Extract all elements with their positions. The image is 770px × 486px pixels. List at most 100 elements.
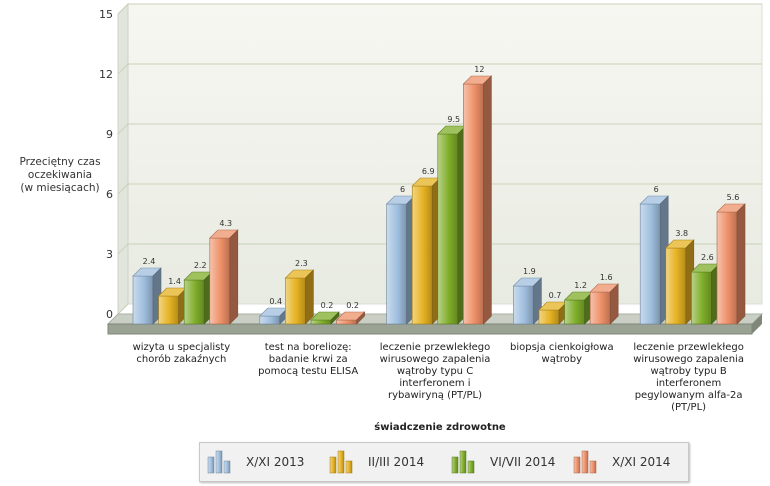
bar: [665, 239, 695, 325]
bar-front: [437, 133, 459, 325]
legend-mini-bar: [207, 456, 215, 474]
y-tick-label: 3: [106, 248, 113, 261]
bar: [437, 125, 467, 325]
bar-front: [564, 299, 585, 325]
legend-mini-bar: [589, 460, 597, 474]
bar-front: [691, 271, 712, 325]
x-tick-label: wizyta u specjalisty chorób zakaźnych: [117, 342, 245, 366]
legend-mini-bar: [223, 460, 231, 474]
legend-mini-bar: [459, 450, 467, 474]
legend-item[interactable]: II/III 2014: [328, 449, 424, 475]
data-label: 0.2: [321, 301, 334, 310]
bar-side: [229, 229, 239, 325]
legend-mini-bar: [337, 450, 345, 474]
x-tick-label-line: interferonem: [655, 378, 722, 389]
bar: [538, 301, 568, 325]
bar: [512, 277, 543, 325]
data-label: 6: [400, 185, 405, 194]
bar-front: [463, 83, 484, 325]
bar-side: [330, 311, 340, 325]
bar: [690, 263, 721, 325]
legend-swatch-icon: [329, 450, 353, 474]
x-tick-label: test na boreliozę: badanie krwi za pomocą …: [244, 342, 372, 378]
bar-front: [310, 319, 332, 325]
x-tick-label-line: chorób zakaźnych: [136, 354, 227, 365]
bar-front: [132, 275, 154, 325]
legend-label: X/XI 2013: [246, 455, 305, 469]
x-tick-label-line: badanie krwi za: [268, 354, 348, 365]
bar: [639, 195, 669, 325]
bars: [132, 75, 746, 325]
bar-front: [538, 309, 560, 325]
legend-mini-bar: [581, 450, 589, 474]
legend: X/XI 2013 II/III 2014 VI/VII 2014 X/XI 2…: [199, 442, 689, 482]
bar-side: [356, 311, 365, 325]
bar-front: [589, 291, 611, 325]
legend-item[interactable]: VI/VII 2014: [450, 449, 555, 475]
bar: [563, 291, 594, 325]
data-label: 2.2: [194, 261, 207, 270]
legend-item[interactable]: X/XI 2014: [572, 449, 670, 475]
legend-label: X/XI 2014: [612, 455, 671, 469]
bar-front: [259, 315, 281, 325]
grid-line: [117, 63, 129, 75]
data-label: 2.6: [701, 253, 714, 262]
x-tick-label-line: wirusowego zapalenia: [633, 354, 744, 365]
legend-item[interactable]: X/XI 2013: [206, 449, 304, 475]
x-tick-label-line: rybawiryną (PT/PL): [387, 390, 483, 401]
bar: [335, 311, 366, 325]
data-label: 0.4: [269, 297, 282, 306]
bar-side: [483, 75, 492, 325]
data-label: 5.6: [727, 193, 740, 202]
bar-front: [209, 237, 231, 325]
bar: [411, 177, 441, 325]
x-tick-label-line: (PT/PL): [671, 402, 707, 413]
bar-side: [609, 283, 619, 325]
x-tick-label: leczenie przewlekłego wirusowego zapaleni…: [371, 342, 499, 402]
legend-label: VI/VII 2014: [490, 455, 556, 469]
legend-mini-bar: [345, 460, 353, 474]
bar-side: [736, 203, 746, 325]
data-label: 12: [474, 65, 484, 74]
grid-line: [117, 183, 129, 195]
bar-front: [639, 203, 661, 325]
legend-swatch-icon: [573, 450, 597, 474]
x-tick-label-line: pegylowanym alfa-2a: [634, 390, 743, 401]
grid-line: [117, 303, 129, 315]
x-tick-label-line: leczenie przewlekłego: [379, 342, 491, 353]
bar: [132, 267, 162, 325]
legend-label: II/III 2014: [368, 455, 425, 469]
x-tick-label-line: wizyta u specjalisty: [132, 342, 231, 353]
bar: [310, 311, 340, 325]
data-label: 2.4: [143, 257, 156, 266]
y-tick-label: 15: [99, 8, 113, 21]
data-label: 1.9: [523, 267, 536, 276]
x-tick-label-line: wątroby: [541, 354, 583, 365]
data-label: 1.6: [600, 273, 613, 282]
y-tick-label: 12: [99, 68, 113, 81]
x-tick-label-line: wątroby typu B: [650, 366, 727, 377]
legend-swatch-icon: [207, 450, 231, 474]
bar: [716, 203, 746, 325]
x-tick-label-line: wirusowego zapalenia: [379, 354, 491, 365]
x-tick-label: biopsja cienkoigłowa wątroby: [498, 342, 626, 366]
bar-front: [158, 295, 179, 325]
data-label: 9.5: [447, 115, 460, 124]
y-tick-label: 0: [106, 308, 113, 321]
data-label: 0.7: [549, 291, 562, 300]
x-tick-label-line: pomocą testu ELISA: [258, 366, 359, 377]
data-label: 6.9: [422, 167, 435, 176]
bar-front: [183, 279, 205, 325]
grid-line: [117, 243, 129, 255]
bar: [462, 75, 493, 325]
data-labels: 2.4 1.4 2.2 4.3 0.4 2.3 0.2 0.2 6 6.9 9.5 12 1.9 0.7 1…: [143, 65, 740, 310]
data-label: 2.3: [295, 259, 308, 268]
y-tick-label: 9: [106, 128, 113, 141]
y-axis-label-line: Przeciętny czas: [19, 156, 101, 168]
bar-front: [411, 185, 433, 325]
x-tick-label-line: biopsja cienkoigłowa: [509, 342, 614, 353]
bar-front: [513, 285, 534, 325]
bar: [284, 269, 315, 325]
grid-line: [117, 3, 129, 15]
